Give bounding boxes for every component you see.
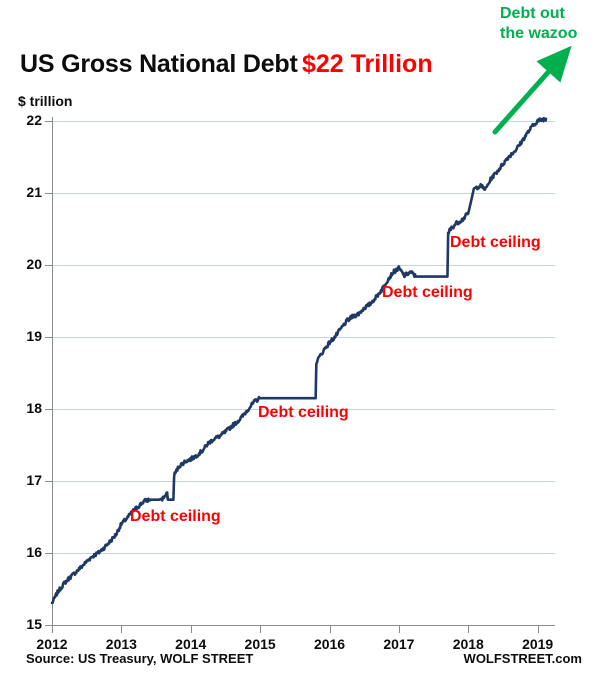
y-axis-tick-label: 19 [26,328,42,344]
page-title: US Gross National Debt [20,50,298,78]
x-axis-tick-label: 2012 [36,636,68,652]
y-axis-tick [45,121,53,122]
y-axis-tick [45,265,53,266]
source-note: Source: US Treasury, WOLF STREET [26,651,254,666]
watermark: WOLFSTREET.com [463,651,582,666]
debt-line-path [50,116,548,605]
y-axis-labels: 15 16 17 18 19 20 21 22 [0,0,42,686]
x-axis-line [52,625,555,626]
y-axis-tick [45,193,53,194]
y-axis-tick-label: 22 [26,112,42,128]
gridline [52,553,555,554]
x-axis-tick [468,626,470,633]
x-axis-tick [190,626,192,633]
y-axis-tick [45,553,53,554]
y-axis-tick-label: 15 [26,616,42,632]
annotation-debt-ceiling: Debt ceiling [130,508,221,525]
x-axis-tick-label: 2016 [313,636,346,652]
x-axis-tick-label: 2014 [175,636,207,652]
callout-debt-out-the-wazoo: Debt out the wazoo [500,5,578,42]
x-axis-tick [52,626,53,633]
x-axis-tick-label: 2013 [105,636,137,652]
x-axis-tick [260,626,262,633]
annotation-debt-ceiling: Debt ceiling [382,284,473,301]
green-arrow-icon [492,45,572,135]
x-axis-tick-label: 2017 [383,636,415,652]
gridline [52,265,555,266]
x-axis-tick-label: 2018 [452,636,484,652]
gridline [52,121,555,122]
y-axis-tick [45,337,53,338]
y-axis-tick-label: 18 [26,400,42,416]
y-axis-tick [45,625,53,626]
debt-line-series [50,116,548,605]
gridline [52,193,555,194]
x-axis-tick [398,626,400,633]
y-axis-tick [45,409,53,410]
gridline [52,409,555,410]
gridline [52,481,555,482]
y-axis-tick-label: 17 [26,472,42,488]
y-axis-tick-label: 16 [26,544,42,560]
x-axis-tick [537,626,539,633]
y-axis-line [52,117,53,629]
x-axis-tick [329,626,331,633]
annotation-debt-ceiling: Debt ceiling [450,234,541,251]
x-axis-tick-label: 2015 [244,636,276,652]
x-axis-tick-label: 2019 [522,636,554,652]
title-accent: $22 Trillion [302,50,433,78]
y-axis-tick-label: 21 [26,184,42,200]
y-axis-unit-label: $ trillion [18,93,73,109]
gridline [52,337,555,338]
y-axis-tick-label: 20 [26,256,42,272]
annotation-debt-ceiling: Debt ceiling [258,404,349,421]
y-axis-tick [45,481,53,482]
x-axis-tick [121,626,123,633]
